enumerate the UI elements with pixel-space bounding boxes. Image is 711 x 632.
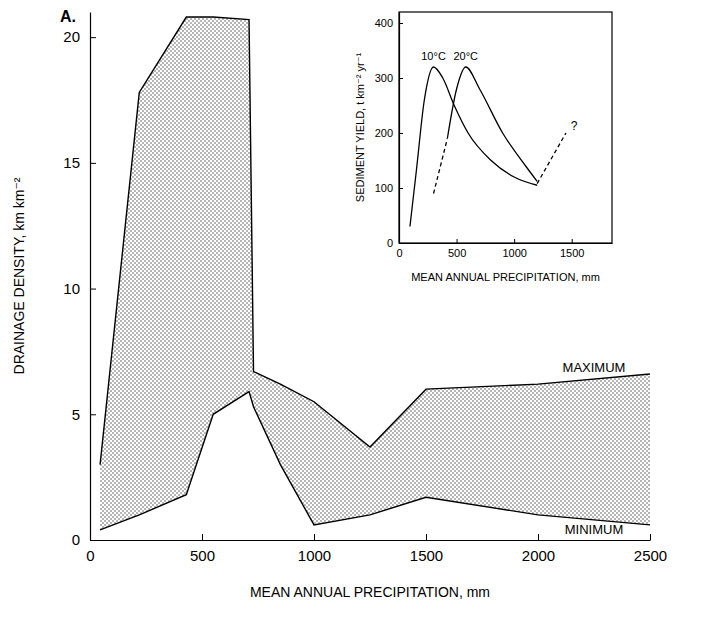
x-tick: 500	[190, 534, 215, 564]
x-tick: 500	[448, 239, 466, 259]
y-tick: 200	[375, 127, 403, 139]
y-tick-mark	[399, 78, 403, 79]
x-tick: 1000	[298, 534, 331, 564]
y-tick-mark	[399, 133, 403, 134]
y-tick-mark	[90, 37, 96, 38]
x-axis: 0 500 1000 1500	[396, 239, 612, 259]
inset-frame	[399, 12, 612, 243]
y-tick-mark	[90, 163, 96, 164]
series-line	[447, 67, 537, 181]
chart-canvas: 0500100015002000250005101520MAXIMUMMINIM…	[0, 0, 711, 632]
series-label: MINIMUM	[565, 522, 624, 537]
y-tick: 20	[63, 28, 96, 45]
y-axis: 0 100 200 300 400	[375, 13, 403, 250]
y-tick-mark	[90, 289, 96, 290]
y-tick-mark	[399, 23, 403, 24]
y-tick-mark	[399, 243, 403, 244]
series-line	[100, 392, 650, 530]
y-axis-line	[90, 13, 91, 541]
annotation: ?	[571, 119, 578, 133]
x-tick-label: 1500	[560, 247, 584, 259]
y-tick-label: 20	[63, 28, 80, 45]
x-tick-label: 1500	[410, 547, 443, 564]
y-tick: 300	[375, 72, 403, 84]
chart-1: 0 500 1000 1500 0 100 200 300 400 10°C 20°C? MEAN A…	[354, 12, 613, 283]
x-tick-mark	[314, 534, 315, 540]
x-tick-label: 0	[86, 547, 94, 564]
y-tick-label: 300	[375, 72, 393, 84]
x-tick-mark	[426, 534, 427, 540]
series-line	[434, 139, 448, 194]
series-line	[537, 133, 566, 184]
y-axis: 0 5 10 15 20	[63, 13, 96, 549]
y-tick: 100	[375, 182, 403, 194]
x-tick-label: 1000	[502, 247, 526, 259]
y-tick-label: 0	[72, 531, 80, 548]
x-tick: 1000	[502, 239, 526, 259]
y-tick-label: 400	[375, 17, 393, 29]
x-tick: 2500	[634, 534, 667, 564]
x-tick-label: 500	[448, 247, 466, 259]
plot-area	[410, 67, 566, 227]
y-tick-mark	[90, 414, 96, 415]
x-tick-label: 500	[190, 547, 215, 564]
y-tick: 10	[63, 280, 96, 297]
x-tick-mark	[457, 239, 458, 243]
x-axis: 0 500 1000 1500 2000 2500	[86, 534, 667, 564]
y-tick-mark	[399, 188, 403, 189]
y-tick-label: 5	[72, 406, 80, 423]
y-tick-label: 0	[387, 237, 393, 249]
x-tick-mark	[514, 239, 515, 243]
series-label: MAXIMUM	[563, 360, 626, 375]
chart-0: 0500100015002000250005101520MAXIMUMMINIM…	[11, 8, 667, 600]
x-axis-title: MEAN ANNUAL PRECIPITATION, mm	[250, 584, 490, 600]
x-tick: 1500	[560, 239, 584, 259]
y-tick: 0	[72, 531, 96, 548]
x-tick-mark	[202, 534, 203, 540]
y-axis-line	[399, 13, 400, 244]
x-tick-label: 2500	[634, 547, 667, 564]
y-tick-label: 200	[375, 127, 393, 139]
x-axis-line	[400, 243, 613, 244]
series-label: 20°C	[453, 50, 478, 62]
y-tick-label: 100	[375, 182, 393, 194]
y-axis-title: DRAINAGE DENSITY, km km⁻²	[11, 177, 27, 374]
y-tick: 5	[72, 406, 96, 423]
x-tick-label: 2000	[522, 547, 555, 564]
y-tick-mark	[90, 540, 96, 541]
x-tick: 1500	[410, 534, 443, 564]
y-tick: 15	[63, 154, 96, 171]
y-tick: 0	[387, 237, 403, 249]
y-axis-title: SEDIMENT YIELD, t km⁻² yr⁻¹	[354, 53, 366, 203]
x-tick-mark	[538, 534, 539, 540]
x-axis-title: MEAN ANNUAL PRECIPITATION, mm	[411, 271, 600, 283]
chart-title: A.	[60, 8, 76, 25]
x-tick-mark	[572, 239, 573, 243]
y-tick: 400	[375, 17, 403, 29]
x-axis-line	[91, 540, 651, 541]
series-label: 10°C	[421, 50, 446, 62]
x-tick-mark	[650, 534, 651, 540]
x-tick-label: 1000	[298, 547, 331, 564]
y-tick-label: 15	[63, 154, 80, 171]
series-line	[410, 67, 537, 227]
x-tick-label: 0	[396, 247, 402, 259]
y-tick-label: 10	[63, 280, 80, 297]
x-tick: 2000	[522, 534, 555, 564]
